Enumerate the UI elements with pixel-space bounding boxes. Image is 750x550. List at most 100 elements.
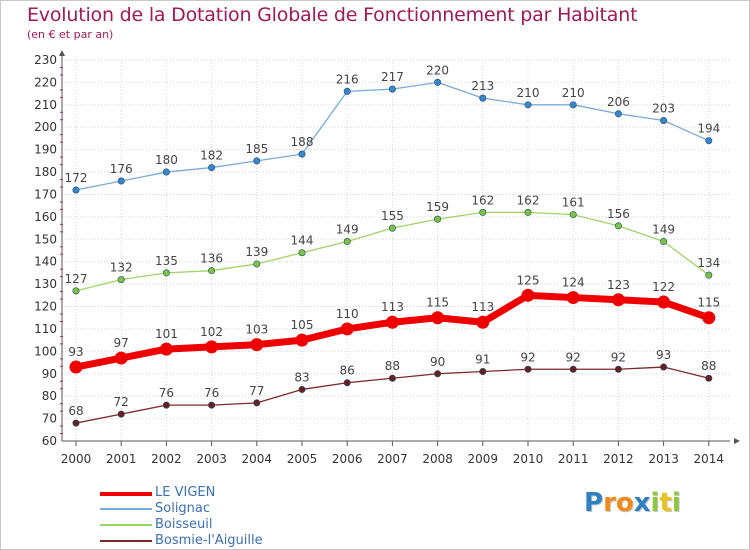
legend: LE VIGEN Solignac Boisseuil Bosmie-l'Aig… [100, 485, 320, 549]
x-tick-label: 2000 [61, 452, 92, 466]
data-label-boisseuil: 159 [426, 200, 449, 214]
legend-swatch-boisseuil [100, 524, 152, 526]
data-label-boisseuil: 139 [245, 245, 268, 259]
x-tick-label: 2009 [468, 452, 499, 466]
data-point-bosmie-l-aiguille [117, 410, 125, 418]
data-point-boisseuil [660, 238, 668, 246]
data-label-solignac: 203 [652, 102, 675, 116]
data-label-boisseuil: 135 [155, 254, 178, 268]
y-tick-label: 140 [34, 255, 57, 269]
data-point-le-vigen [250, 338, 264, 352]
data-label-solignac: 182 [200, 149, 223, 163]
data-point-bosmie-l-aiguille [524, 365, 532, 373]
data-label-boisseuil: 132 [110, 261, 133, 275]
chart-subtitle: (en € et par an) [27, 28, 114, 41]
data-label-boisseuil: 149 [336, 223, 359, 237]
data-label-le-vigen: 125 [517, 273, 540, 287]
legend-swatch-le-vigen [100, 492, 152, 496]
data-point-boisseuil [479, 208, 487, 216]
logo-letter: r [603, 488, 616, 518]
data-point-boisseuil [208, 267, 216, 275]
data-point-bosmie-l-aiguille [298, 385, 306, 393]
data-point-boisseuil [569, 211, 577, 219]
y-tick-label: 210 [34, 98, 57, 112]
data-label-bosmie-l-aiguille: 76 [159, 386, 174, 400]
data-label-solignac: 220 [426, 63, 449, 77]
data-label-solignac: 210 [517, 86, 540, 100]
data-label-boisseuil: 127 [65, 272, 88, 286]
data-point-le-vigen [69, 360, 83, 374]
data-point-bosmie-l-aiguille [72, 419, 80, 427]
data-label-boisseuil: 149 [652, 223, 675, 237]
data-label-le-vigen: 103 [245, 323, 268, 337]
y-tick-label: 180 [34, 165, 57, 179]
legend-item-le-vigen: LE VIGEN [100, 485, 320, 501]
x-tick-label: 2007 [377, 452, 408, 466]
data-label-bosmie-l-aiguille: 92 [611, 350, 626, 364]
logo-letter: o [615, 488, 634, 518]
data-point-solignac [434, 78, 442, 86]
logo-letter: i [671, 488, 681, 518]
x-tick-label: 2004 [242, 452, 273, 466]
data-point-bosmie-l-aiguille [569, 365, 577, 373]
data-label-bosmie-l-aiguille: 90 [430, 355, 445, 369]
chart-title: Evolution de la Dotation Globale de Fonc… [27, 4, 638, 26]
data-point-solignac [117, 177, 125, 185]
legend-label-solignac: Solignac [155, 501, 211, 516]
data-point-solignac [569, 101, 577, 109]
data-point-le-vigen [476, 315, 490, 329]
data-label-solignac: 188 [291, 135, 314, 149]
data-label-boisseuil: 144 [291, 234, 314, 248]
y-tick-label: 200 [34, 120, 57, 134]
data-label-solignac: 194 [697, 122, 720, 136]
data-label-bosmie-l-aiguille: 77 [249, 384, 264, 398]
data-point-le-vigen [431, 311, 445, 325]
y-axis-arrow [59, 50, 65, 56]
data-label-bosmie-l-aiguille: 72 [114, 395, 129, 409]
data-point-solignac [72, 186, 80, 194]
data-point-boisseuil [117, 276, 125, 284]
x-tick-label: 2013 [648, 452, 679, 466]
x-tick-label: 2001 [106, 452, 137, 466]
data-point-boisseuil [524, 208, 532, 216]
data-point-bosmie-l-aiguille [479, 368, 487, 376]
data-label-solignac: 213 [471, 79, 494, 93]
data-point-le-vigen [702, 311, 716, 325]
data-label-le-vigen: 113 [381, 300, 404, 314]
data-label-bosmie-l-aiguille: 91 [475, 353, 490, 367]
data-point-boisseuil [162, 269, 170, 277]
data-point-solignac [253, 157, 261, 165]
data-point-solignac [298, 150, 306, 158]
y-tick-label: 80 [42, 389, 57, 403]
series-lines [69, 78, 716, 427]
logo-letter: i [650, 488, 660, 518]
data-label-solignac: 176 [110, 162, 133, 176]
legend-item-boisseuil: Boisseuil [100, 517, 320, 533]
y-tick-label: 90 [42, 367, 57, 381]
x-tick-label: 2010 [513, 452, 544, 466]
y-tick-label: 220 [34, 75, 57, 89]
data-label-bosmie-l-aiguille: 86 [340, 364, 355, 378]
logo-letter: t [659, 488, 672, 518]
data-label-le-vigen: 101 [155, 327, 178, 341]
x-tick-label: 2003 [196, 452, 227, 466]
data-point-boisseuil [614, 222, 622, 230]
data-point-le-vigen [611, 293, 625, 307]
data-label-le-vigen: 115 [697, 296, 720, 310]
y-tick-label: 190 [34, 143, 57, 157]
legend-swatch-solignac [100, 508, 152, 510]
data-label-le-vigen: 93 [68, 345, 83, 359]
data-point-le-vigen [566, 291, 580, 305]
data-point-bosmie-l-aiguille [388, 374, 396, 382]
data-point-le-vigen [340, 322, 354, 336]
data-label-solignac: 217 [381, 70, 404, 84]
y-tick-label: 100 [34, 344, 57, 358]
data-point-solignac [162, 168, 170, 176]
x-tick-label: 2012 [603, 452, 634, 466]
data-point-boisseuil [388, 224, 396, 232]
y-tick-label: 130 [34, 277, 57, 291]
data-label-le-vigen: 115 [426, 296, 449, 310]
x-axis: 2000 2001 2002 2003 2004 2005 2006 2007 2008 2009… [61, 438, 740, 466]
x-tick-label: 2006 [332, 452, 363, 466]
